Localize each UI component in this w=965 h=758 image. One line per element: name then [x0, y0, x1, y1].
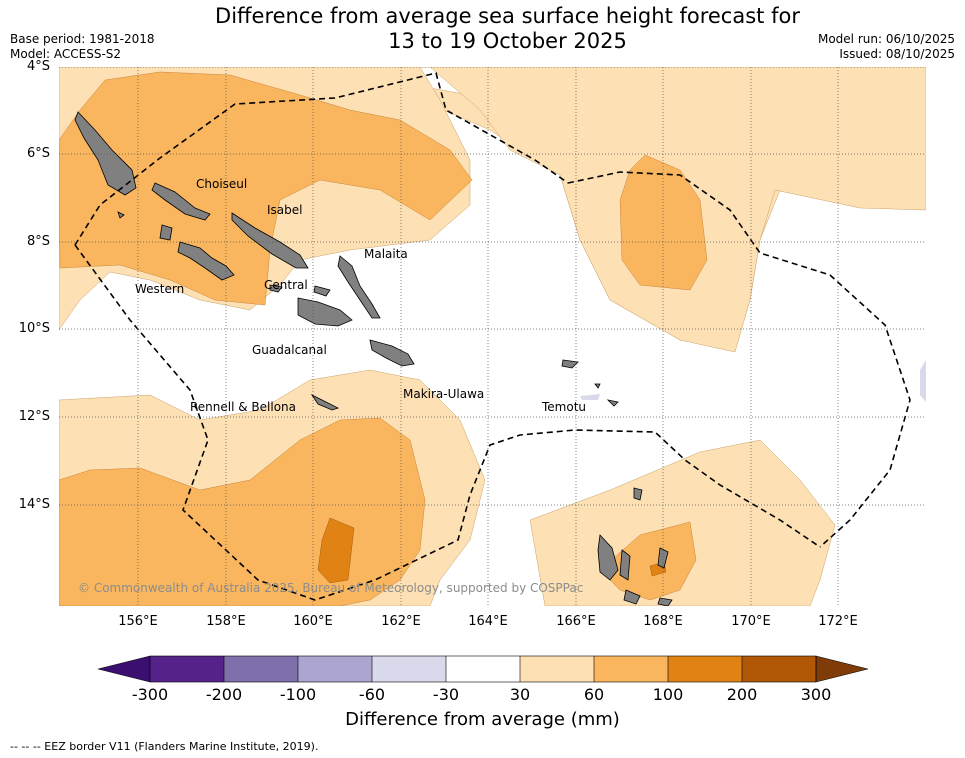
region-label-rennell-bellona: Rennell & Bellona	[190, 400, 297, 414]
island-tinakula	[594, 383, 601, 389]
anomaly-60-100-north-west	[59, 71, 473, 306]
colorbar-tick: -300	[131, 685, 169, 704]
colorbar-segment-3	[298, 656, 372, 682]
region-label-makira-ulawa: Makira-Ulawa	[403, 387, 485, 401]
lat-label: 4°S	[26, 59, 50, 74]
model-name: Model: ACCESS-S2	[10, 47, 122, 61]
colorbar	[97, 655, 869, 683]
lon-label: 156°E	[118, 614, 158, 629]
anomaly-60-100-central-east	[619, 154, 708, 291]
island-torres	[633, 487, 643, 501]
map-title: Difference from average sea surface heig…	[0, 4, 965, 54]
colorbar-segment-8	[668, 656, 742, 682]
colorbar-segment-5	[446, 656, 520, 682]
island-maewo	[657, 547, 669, 569]
anomaly-minus-low-east	[920, 360, 926, 402]
colorbar-segment-2	[224, 656, 298, 682]
island-malaita	[337, 255, 381, 319]
colorbar-tick: 60	[583, 685, 605, 704]
lat-label: 8°S	[26, 234, 50, 249]
island-choiseul-main	[74, 111, 137, 196]
island-shortland	[117, 211, 125, 219]
colorbar-tick: 30	[509, 685, 531, 704]
region-label-temotu: Temotu	[542, 400, 587, 414]
colorbar-tick: 100	[652, 685, 684, 704]
colorbar-segment-9	[742, 656, 816, 682]
region-label-choiseul: Choiseul	[196, 177, 248, 191]
lon-label: 158°E	[206, 614, 246, 629]
colorbar-segment-1	[150, 656, 224, 682]
region-label-western: Western	[135, 282, 185, 296]
anomaly-60-100-vanuatu	[599, 521, 697, 601]
colorbar-segment-7	[594, 656, 668, 682]
colorbar-tick: 300	[800, 685, 832, 704]
colorbar-tick: 200	[726, 685, 758, 704]
region-label-malaita: Malaita	[364, 247, 408, 261]
title-line-1: Difference from average sea surface heig…	[215, 4, 800, 28]
lon-label: 162°E	[381, 614, 421, 629]
copyright-notice: © Commonwealth of Australia 2025, Bureau…	[78, 581, 584, 595]
colorbar-arrow-left	[97, 655, 151, 683]
island-new-georgia	[177, 241, 235, 281]
anomaly-minus-low-patch	[580, 394, 600, 400]
island-rennell	[310, 393, 340, 411]
meta-left: Base period: 1981-2018 Model: ACCESS-S2	[10, 32, 155, 62]
model-run: Model run: 06/10/2025	[817, 32, 955, 46]
colorbar-arrow-right	[815, 655, 869, 683]
island-guadalcanal	[297, 297, 353, 327]
colorbar-segment-6	[520, 656, 594, 682]
island-florida	[313, 285, 331, 297]
island-isabel	[231, 212, 309, 269]
colorbar-tick: -60	[358, 685, 386, 704]
lat-label: 10°S	[18, 321, 50, 336]
lat-label: 6°S	[26, 146, 50, 161]
island-epi	[657, 597, 673, 606]
region-label-guadalcanal: Guadalcanal	[252, 343, 327, 357]
base-period: Base period: 1981-2018	[10, 32, 155, 46]
lon-label: 172°E	[818, 614, 858, 629]
colorbar-label: Difference from average (mm)	[345, 709, 620, 730]
eez-border-temotu	[567, 171, 911, 548]
region-label-central: Central	[264, 278, 308, 292]
lat-label: 14°S	[18, 497, 50, 512]
island-malekula	[619, 549, 631, 581]
lat-label: 12°S	[18, 409, 50, 424]
eez-border-solomon	[74, 72, 821, 601]
island-santa-cruz	[561, 359, 579, 369]
title-line-2: 13 to 19 October 2025	[388, 29, 627, 53]
issued-date: Issued: 08/10/2025	[839, 47, 955, 61]
eez-footnote: -- -- -- EEZ border V11 (Flanders Marine…	[10, 740, 319, 753]
island-choiseul	[151, 182, 211, 221]
colorbar-tick: -100	[279, 685, 317, 704]
colorbar-tick: -30	[432, 685, 460, 704]
lon-label: 164°E	[468, 614, 508, 629]
lon-label: 168°E	[643, 614, 683, 629]
island-ambrym	[623, 589, 641, 605]
island-espiritu-santo	[597, 534, 619, 581]
anomaly-100-200	[317, 517, 355, 584]
lon-label: 170°E	[731, 614, 771, 629]
lon-label: 166°E	[556, 614, 596, 629]
island-vanikoro	[606, 399, 619, 407]
colorbar-tick: -200	[205, 685, 243, 704]
island-makira	[369, 339, 415, 367]
lon-label: 160°E	[293, 614, 333, 629]
island-vella	[159, 224, 173, 241]
meta-right: Model run: 06/10/2025 Issued: 08/10/2025	[818, 32, 955, 62]
region-label-isabel: Isabel	[267, 203, 303, 217]
island-russell	[269, 284, 283, 293]
colorbar-segment-4	[372, 656, 446, 682]
